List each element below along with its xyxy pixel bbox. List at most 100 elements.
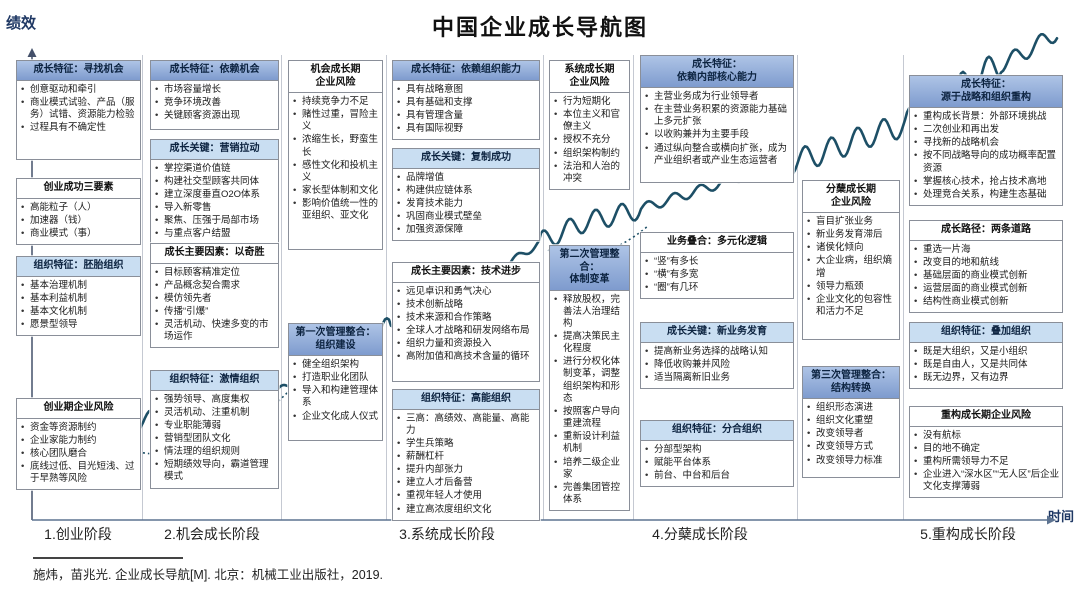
info-box-item: 商业模式试验、产品（服务）试错、资源能力检验 [19, 97, 138, 121]
info-box-item: 重构所需领导力不足 [912, 456, 1060, 468]
info-box-item: 授权不充分 [552, 134, 627, 146]
info-box: 成长关键：复制成功品牌增值构建供应链体系发育技术能力巩固商业模式壁垒加强资源保障 [392, 148, 540, 242]
info-box-item: 完善集团管控体系 [552, 482, 627, 506]
info-box-item: 提高决策民主化程度 [552, 331, 627, 355]
info-box-item: 底线过低、目光短浅、过于早熟等风险 [19, 461, 138, 485]
info-box-item: 以收购兼并为主要手段 [643, 129, 791, 141]
info-box: 成长特征： 依赖内部核心能力主营业务成为行业领导者在主营业务积累的资源能力基础上… [640, 55, 794, 183]
info-box-item: 持续竞争力不足 [291, 96, 380, 108]
info-box-item: 掌握核心技术，抢占技术高地 [912, 176, 1060, 188]
info-box-item: 二次创业和再出发 [912, 124, 1060, 136]
citation: 施炜，苗兆光. 企业成长导航[M]. 北京：机械工业出版社，2019. [33, 568, 384, 582]
info-box-item: 提升内部张力 [395, 464, 537, 476]
info-box-item: 导入新零售 [153, 202, 276, 214]
info-box-list: 提高新业务选择的战略认知降低收购兼并风险适当隔离新旧业务 [643, 346, 791, 385]
info-box: 成长特征：依赖组织能力具有战略意图具有基础和支撑具有管理含量具有国际视野 [392, 60, 540, 141]
info-box-item: 灵活机动、快速多变的市场运作 [153, 319, 276, 343]
info-box: 成长路径：两条道路重选一片海改变目的地和航线基础层面的商业模式创新运营层面的商业… [909, 220, 1063, 314]
info-box-item: 诸侯化倾向 [805, 242, 897, 254]
info-box-item: 目标顾客精准定位 [153, 267, 276, 279]
info-box-item: 传播“引爆” [153, 306, 276, 318]
stage-column-1: 成长特征：寻找机会创意驱动和牵引商业模式试验、产品（服务）试错、资源能力检验过程… [16, 0, 141, 608]
info-box-title: 成长关键：复制成功 [393, 149, 539, 169]
info-box-item: 改变领导者 [805, 428, 897, 440]
info-box-list: 高能粒子（人）加速器（钱）商业模式（事） [19, 202, 138, 241]
info-box-item: 资金等资源制约 [19, 422, 138, 434]
info-box-item: 主营业务成为行业领导者 [643, 91, 791, 103]
info-box: 组织特征：叠加组织既是大组织，又是小组织既是自由人，又是共同体既无边界，又有边界 [909, 322, 1063, 389]
info-box-item: 发育技术能力 [395, 198, 537, 210]
info-box-title: 组织特征：叠加组织 [910, 323, 1062, 343]
info-box-item: 盲目扩张业务 [805, 216, 897, 228]
info-box: 重构成长期企业风险没有航标目的地不确定重构所需领导力不足企业进入“深水区”“无人… [909, 406, 1063, 499]
info-box-title: 成长特征：依赖机会 [151, 61, 278, 81]
info-box-item: 聚焦、压强于局部市场 [153, 215, 276, 227]
info-box-item: 构建供应链体系 [395, 185, 537, 197]
info-box-title: 成长关键：新业务发育 [641, 323, 793, 343]
info-box-list: 创意驱动和牵引商业模式试验、产品（服务）试错、资源能力检验过程具有不确定性 [19, 84, 138, 135]
info-box-item: 改变领导力标准 [805, 455, 897, 467]
info-box-item: 降低收购兼并风险 [643, 359, 791, 371]
info-box-item: 企业家能力制约 [19, 435, 138, 447]
info-box-item: 建立人才后备营 [395, 477, 537, 489]
info-box-item: 组织形态演进 [805, 402, 897, 414]
info-box-item: 组织架构制约 [552, 148, 627, 160]
info-box-title: 业务叠合：多元化逻辑 [641, 233, 793, 253]
info-box-title: 成长特征：依赖组织能力 [393, 61, 539, 81]
info-box-item: 加强资源保障 [395, 224, 537, 236]
info-box-item: 具有战略意图 [395, 84, 537, 96]
info-box-item: 营销型团队文化 [153, 433, 276, 445]
info-box-item: 全球人才战略和研发网络布局 [395, 325, 537, 337]
info-box-list: 组织形态演进组织文化重塑改变领导者改变领导方式改变领导力标准 [805, 402, 897, 467]
info-box-item: 短期绩效导向，霸道管理模式 [153, 459, 276, 483]
info-box-item: 按不同战略导向的成功概率配置资源 [912, 150, 1060, 174]
info-box-title: 成长路径：两条道路 [910, 221, 1062, 241]
info-box-item: “横”有多宽 [643, 269, 791, 281]
info-box: 组织特征：胚胎组织基本治理机制基本利益机制基本文化机制愿景型领导 [16, 256, 141, 337]
info-box-item: 领导力瓶颈 [805, 281, 897, 293]
info-box-item: 重视年轻人才使用 [395, 490, 537, 502]
info-box-item: 通过纵向整合或横向扩张，成为产业组织者或产业生态运营者 [643, 143, 791, 167]
info-box-item: 商业模式（事） [19, 228, 138, 240]
stage-divider [797, 55, 798, 520]
info-box-title: 重构成长期企业风险 [910, 407, 1062, 427]
info-box-item: 远见卓识和勇气决心 [395, 286, 537, 298]
info-box: 成长主要因素：以奇胜目标顾客精准定位产品概念契合需求模仿领先者传播“引爆”灵活机… [150, 243, 279, 349]
stage-divider [633, 55, 634, 520]
info-box-item: 重选一片海 [912, 244, 1060, 256]
info-box-item: 既是大组织，又是小组织 [912, 346, 1060, 358]
info-box-list: 掌控渠道价值链构建社交型顾客共同体建立深度垂直O2O体系导入新零售聚焦、压强于局… [153, 163, 276, 241]
info-box-item: 进行分权化体制变革，调整组织架构和形态 [552, 356, 627, 405]
stage-label-5: 5.重构成长阶段 [920, 526, 1016, 542]
info-box-list: 基本治理机制基本利益机制基本文化机制愿景型领导 [19, 280, 138, 332]
info-box-list: 释放股权，完善法人治理结构提高决策民主化程度进行分权化体制变革，调整组织架构和形… [552, 294, 627, 507]
info-box-item: 既无边界，又有边界 [912, 372, 1060, 384]
stage-divider [386, 55, 387, 520]
info-box-title: 成长主要因素：技术进步 [393, 263, 539, 283]
info-box-title: 组织特征：分合组织 [641, 421, 793, 441]
info-box-item: 重新设计利益机制 [552, 431, 627, 455]
info-box-item: 大企业病，组织熵增 [805, 255, 897, 279]
info-box-item: 核心团队磨合 [19, 448, 138, 460]
info-box: 成长特征：寻找机会创意驱动和牵引商业模式试验、产品（服务）试错、资源能力检验过程… [16, 60, 141, 160]
info-box: 成长主要因素：技术进步远见卓识和勇气决心技术创新战略技术来源和合作策略全球人才战… [392, 262, 540, 382]
info-box: 系统成长期 企业风险行为短期化本位主义和官僚主义授权不充分组织架构制约法治和人治… [549, 60, 630, 191]
info-box-list: 盲目扩张业务新业务发育滞后诸侯化倾向大企业病，组织熵增领导力瓶颈企业文化的包容性… [805, 216, 897, 318]
info-box-item: 过程具有不确定性 [19, 122, 138, 134]
info-box-item: 组织文化重塑 [805, 415, 897, 427]
info-box-item: 灵活机动、注重机制 [153, 407, 276, 419]
info-box-title: 组织特征：高能组织 [393, 390, 539, 410]
info-box: 成长关键：营销拉动掌控渠道价值链构建社交型顾客共同体建立深度垂直O2O体系导入新… [150, 139, 279, 246]
page-title: 中国企业成长导航图 [431, 15, 648, 40]
info-box: 组织特征：激情组织强势领导、高度集权灵活机动、注重机制专业职能薄弱营销型团队文化… [150, 370, 279, 489]
info-box-item: 处理竞合关系，构建生态基础 [912, 189, 1060, 201]
info-box-item: 建立高浓度组织文化 [395, 504, 537, 516]
info-box-item: 三高：高绩效、高能量、高能力 [395, 413, 537, 437]
info-box-item: 行为短期化 [552, 96, 627, 108]
info-box-title: 分蘖成长期 企业风险 [803, 181, 899, 213]
info-box-list: 行为短期化本位主义和官僚主义授权不充分组织架构制约法治和人治的冲突 [552, 96, 627, 185]
info-box: 组织特征：分合组织分部型架构赋能平台体系前台、中台和后台 [640, 420, 794, 487]
info-box-item: 结构性商业模式创新 [912, 296, 1060, 308]
